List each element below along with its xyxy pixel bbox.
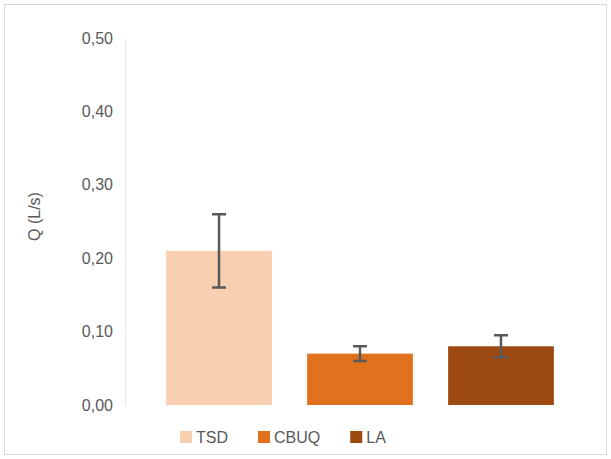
legend-swatch (258, 431, 270, 443)
y-tick-label: 0,10 (82, 323, 113, 340)
error-bar (353, 346, 367, 361)
y-tick: 0,30 (82, 176, 125, 193)
legend-swatch (180, 431, 192, 443)
y-tick: 0,00 (82, 397, 125, 414)
y-tick: 0,40 (82, 103, 125, 120)
legend-swatch (350, 431, 362, 443)
legend: TSD CBUQ LA (180, 429, 386, 446)
y-axis-title: Q (L/s) (26, 192, 43, 241)
y-axis-line (125, 39, 126, 406)
y-tick-label: 0,20 (82, 250, 113, 267)
legend-item: CBUQ (258, 429, 320, 446)
y-tick-label: 0,50 (82, 30, 113, 47)
y-tick: 0,10 (82, 323, 125, 340)
y-tick-label: 0,30 (82, 176, 113, 193)
chart: 0,00 0,10 0,20 0,30 0,40 0,50 Q (L/s) TSD CBUQ LA (0, 0, 611, 459)
legend-item: LA (350, 429, 386, 446)
plot-area (166, 214, 554, 405)
error-bar (212, 214, 226, 287)
legend-label: CBUQ (274, 429, 320, 446)
error-bar (494, 335, 508, 357)
chart-frame (5, 5, 607, 455)
y-tick: 0,20 (82, 250, 125, 267)
y-tick-label: 0,00 (82, 397, 113, 414)
legend-item: TSD (180, 429, 228, 446)
y-tick: 0,50 (82, 30, 125, 47)
y-tick-label: 0,40 (82, 103, 113, 120)
legend-label: TSD (196, 429, 228, 446)
y-axis: 0,00 0,10 0,20 0,30 0,40 0,50 (82, 30, 126, 414)
legend-label: LA (366, 429, 386, 446)
